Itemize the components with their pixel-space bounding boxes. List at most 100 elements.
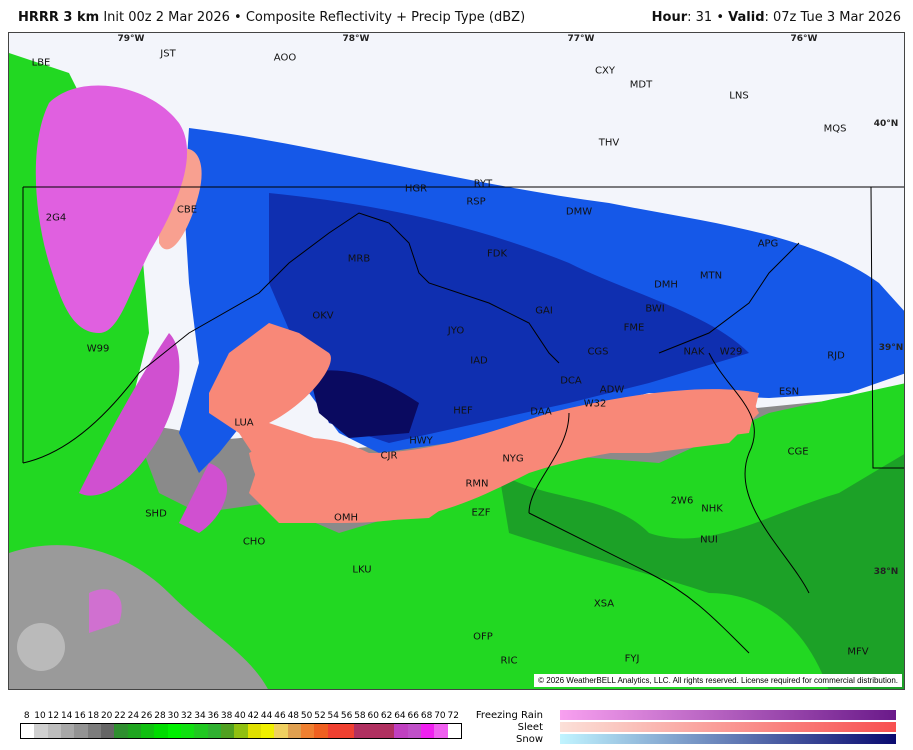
- station-label: RYT: [473, 178, 493, 190]
- longitude-label: 78°W: [342, 34, 370, 44]
- valid-time: Hour: 31 • Valid: 07z Tue 3 Mar 2026: [652, 10, 901, 25]
- rain-gray-left: [9, 545, 268, 689]
- station-label: AOO: [273, 52, 297, 64]
- colorbar-swatch: [434, 724, 448, 738]
- station-label: RSP: [466, 196, 486, 208]
- ptype-colorbar: [560, 722, 896, 732]
- colorbar-tick: 14: [60, 711, 73, 721]
- ptype-colorbar: [560, 710, 896, 720]
- state-borders: [22, 186, 904, 469]
- colorbar-swatch: [380, 724, 395, 738]
- hour-value: : 31: [687, 10, 713, 25]
- colorbar-tick: 24: [127, 711, 140, 721]
- colorbar-tick: 20: [100, 711, 113, 721]
- colorbar-tick: 56: [340, 711, 353, 721]
- station-label: W32: [583, 398, 607, 410]
- station-label: MDT: [629, 79, 653, 91]
- colorbar-tick: 32: [180, 711, 193, 721]
- colorbar-tick: 30: [167, 711, 180, 721]
- colorbar-swatch: [47, 724, 61, 738]
- station-label: RIC: [500, 655, 518, 667]
- colorbar-swatch: [420, 724, 435, 738]
- colorbar-tick: 54: [327, 711, 340, 721]
- freezing-rain: [35, 85, 188, 333]
- colorbar-swatch: [314, 724, 328, 738]
- colorbar-tick: 10: [34, 711, 46, 721]
- station-label: SHD: [145, 508, 167, 520]
- station-label: GAI: [535, 305, 553, 317]
- colorbar-tick: 48: [287, 711, 300, 721]
- colorbar-tick: 64: [394, 711, 406, 721]
- colorbar-tick: 28: [154, 711, 166, 721]
- colorbar-tick: 68: [420, 711, 433, 721]
- colorbar-swatch: [247, 724, 261, 738]
- station-label: W29: [719, 346, 743, 358]
- colorbar-swatch: [180, 724, 195, 738]
- colorbar-swatch: [287, 724, 301, 738]
- colorbar-tick: 46: [274, 711, 286, 721]
- colorbar-tick: 8: [23, 711, 30, 721]
- station-label: NAK: [683, 346, 705, 358]
- colorbar-tick: 58: [354, 711, 366, 721]
- separator: •: [716, 10, 725, 25]
- freezing-rain-strip: [79, 333, 228, 533]
- colorbar-swatch: [367, 724, 381, 738]
- colorbar-swatch: [60, 724, 75, 738]
- station-label: JST: [160, 48, 176, 60]
- colorbar-swatch: [167, 724, 181, 738]
- reflectivity-map: JST AOO CXY MDT LNS MQS THV LBE HGR RYT RSP DMW CBE 2…: [8, 32, 905, 690]
- station-label: MTN: [699, 270, 723, 282]
- colorbar-tick: 26: [140, 711, 153, 721]
- product-name: Composite Reflectivity + Precip Type (dB…: [245, 10, 526, 25]
- colorbar-swatch: [234, 724, 248, 738]
- colorbar-tick: 44: [260, 711, 273, 721]
- station-label: OKV: [312, 310, 334, 322]
- colorbar-swatch: [220, 724, 235, 738]
- reflectivity-colorbar: [20, 723, 462, 739]
- colorbar-tick: 40: [234, 711, 246, 721]
- colorbar-tick: 38: [220, 711, 233, 721]
- colorbar-tick: 16: [74, 711, 86, 721]
- valid-value: : 07z Tue 3 Mar 2026: [764, 10, 902, 25]
- station-label: THV: [598, 137, 620, 149]
- station-label: MRB: [347, 253, 371, 265]
- colorbar-tick: 62: [380, 711, 393, 721]
- colorbar-swatch: [194, 724, 208, 738]
- station-label: FDK: [486, 248, 508, 260]
- longitude-label: 77°W: [567, 34, 595, 44]
- ptype-label: Sleet: [517, 722, 543, 733]
- colorbar-swatch: [100, 724, 115, 738]
- hour-label: Hour: [651, 10, 688, 25]
- station-label: HWY: [409, 435, 433, 447]
- colorbar-swatch: [327, 724, 341, 738]
- colorbar-tick: 70: [434, 711, 446, 721]
- colorbar-tick: 52: [314, 711, 326, 721]
- coastline: [528, 242, 810, 654]
- colorbar-tick: 36: [207, 711, 220, 721]
- longitude-label: 79°W: [117, 34, 145, 44]
- colorbar-swatch: [394, 724, 408, 738]
- station-label: FME: [623, 322, 645, 334]
- station-label: CBE: [176, 204, 198, 216]
- rain-darkgreen: [499, 454, 904, 689]
- ptype-label: Freezing Rain: [475, 710, 543, 721]
- station-label: XSA: [593, 598, 615, 610]
- station-label: FYJ: [624, 653, 640, 665]
- colorbar-swatch: [407, 724, 421, 738]
- copyright: © 2026 WeatherBELL Analytics, LLC. All r…: [534, 674, 902, 687]
- colorbar-tick: 22: [114, 711, 126, 721]
- station-label: RMN: [465, 478, 489, 490]
- colorbar-swatch: [87, 724, 101, 738]
- snow-darkest: [309, 370, 419, 438]
- colorbar-tick: 42: [247, 711, 260, 721]
- latitude-label: 38°N: [873, 567, 899, 577]
- station-label: IAD: [470, 355, 488, 367]
- colorbar-tick: 50: [300, 711, 313, 721]
- station-label: MQS: [823, 123, 847, 135]
- station-label: CJR: [380, 450, 398, 462]
- valid-label: Valid: [728, 10, 765, 25]
- ptype-colorbar: [560, 734, 896, 744]
- station-label: DMH: [654, 279, 678, 291]
- station-label: DCA: [560, 375, 582, 387]
- station-label: 2W6: [670, 495, 694, 507]
